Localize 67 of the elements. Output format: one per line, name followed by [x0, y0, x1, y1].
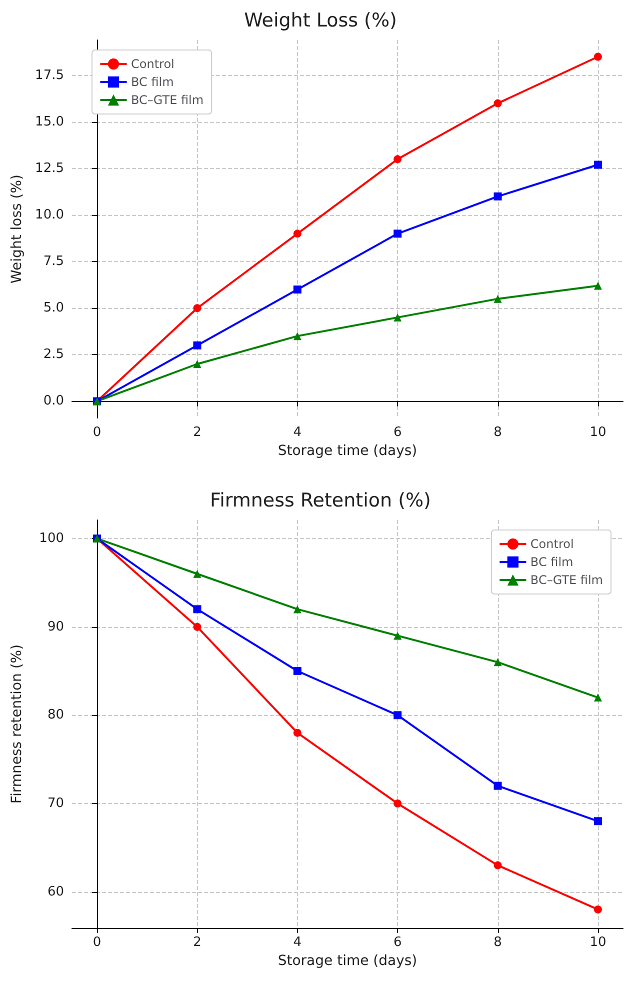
y-axis-title: Firmness retention (%)	[9, 644, 25, 804]
point	[594, 160, 602, 169]
legend-label: BC–GTE film	[530, 573, 604, 587]
y-tick-label: 10.0	[35, 208, 64, 223]
x-tick-label: 6	[393, 425, 402, 440]
point	[394, 799, 402, 808]
point	[293, 332, 302, 340]
legend-label: Control	[530, 537, 574, 551]
point	[293, 667, 302, 676]
y-axis-title: Weight loss (%)	[9, 174, 25, 284]
y-tick-label: 90	[47, 619, 64, 634]
point	[494, 782, 502, 790]
legend-label: BC–GTE film	[131, 93, 204, 107]
point	[394, 230, 402, 238]
y-tick-label: 80	[47, 708, 64, 723]
point	[193, 605, 202, 614]
x-axis-title: Storage time (days)	[278, 952, 418, 969]
point	[594, 282, 602, 290]
point	[494, 99, 502, 108]
y-tick-label: 100	[39, 531, 64, 546]
point	[594, 905, 602, 914]
x-tick-label: 4	[293, 425, 302, 440]
x-tick-label: 8	[494, 425, 502, 440]
x-tick-label: 0	[92, 425, 102, 440]
y-tick-label: 15.0	[35, 114, 64, 130]
legend-label: BC film	[530, 555, 574, 569]
point	[394, 313, 402, 322]
point	[594, 817, 602, 826]
y-tick-label: 17.5	[35, 68, 64, 83]
y-tick-label: 60	[47, 884, 64, 900]
x-tick-label: 0	[92, 935, 102, 950]
x-tick-label: 10	[590, 935, 606, 950]
chart-title: Weight Loss (%)	[244, 10, 397, 32]
point	[293, 286, 302, 294]
point	[494, 294, 502, 303]
x-tick-label: 2	[193, 935, 202, 950]
chart-title: Firmness Retention (%)	[210, 490, 431, 512]
point	[193, 622, 202, 631]
y-tick-label: 0.0	[43, 394, 64, 409]
x-tick-label: 6	[393, 935, 402, 950]
point	[594, 694, 602, 702]
point	[193, 570, 202, 578]
x-tick-label: 2	[193, 425, 202, 440]
y-tick-label: 12.5	[35, 160, 64, 176]
legend-label: BC film	[131, 75, 174, 89]
point	[193, 341, 202, 350]
point	[293, 728, 302, 737]
x-axis-title: Storage time (days)	[278, 442, 418, 459]
point	[293, 605, 302, 614]
x-tick-label: 10	[590, 425, 606, 440]
point	[594, 52, 602, 61]
point	[193, 304, 202, 312]
y-tick-label: 2.5	[43, 347, 64, 362]
point	[494, 861, 502, 870]
x-tick-label: 8	[494, 935, 502, 950]
point	[293, 230, 302, 238]
y-tick-label: 7.5	[43, 254, 64, 270]
y-tick-label: 70	[47, 796, 64, 811]
y-tick-label: 5.0	[43, 300, 64, 316]
point	[494, 658, 502, 666]
point	[193, 360, 202, 368]
point	[394, 155, 402, 164]
legend-label: Control	[131, 57, 174, 71]
point	[394, 711, 402, 720]
point	[494, 192, 502, 200]
point	[394, 632, 402, 640]
x-tick-label: 4	[293, 935, 302, 950]
